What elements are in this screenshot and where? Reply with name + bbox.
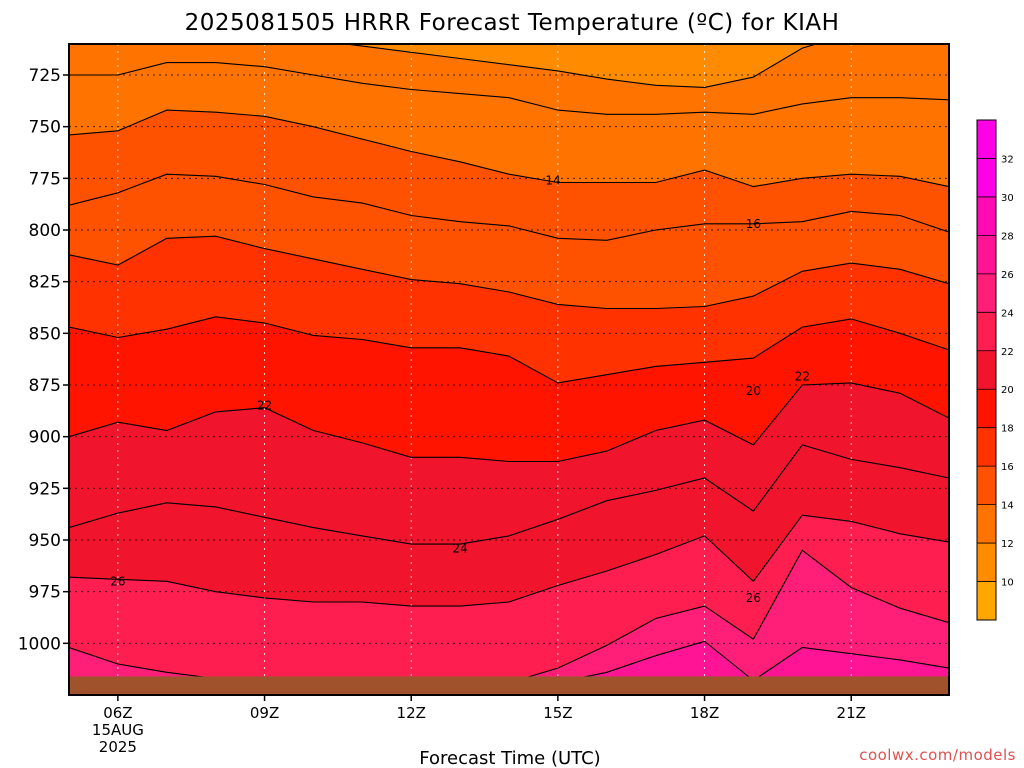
x-tick-label: 12Z bbox=[397, 704, 426, 722]
contour-line-15 bbox=[69, 109, 949, 188]
contour-field: 14 16 20 22 22 24 26 26 bbox=[69, 44, 949, 695]
colorbar: 10 12 14 16 18 20 22 24 26 28 30 32 bbox=[976, 119, 1014, 621]
colorbar-segment bbox=[977, 196, 996, 236]
contour-label: 22 bbox=[795, 370, 810, 384]
colorbar-tick-label: 16 bbox=[1001, 462, 1014, 473]
contour-label: 26 bbox=[110, 574, 125, 588]
colorbar-tick-label: 18 bbox=[1001, 424, 1014, 435]
colorbar-segment bbox=[977, 120, 996, 159]
x-tick-label: 15Z bbox=[543, 704, 572, 722]
colorbar-segment bbox=[977, 389, 996, 428]
contour-label: 26 bbox=[746, 591, 761, 605]
y-tick-label: 725 bbox=[29, 66, 61, 86]
colorbar-segment bbox=[977, 273, 996, 313]
x-tick-label: 2025 bbox=[99, 738, 137, 756]
colorbar-tick-label: 26 bbox=[1001, 270, 1014, 281]
y-tick-label: 950 bbox=[29, 531, 61, 551]
contour-line-20 bbox=[69, 316, 949, 384]
contour-line-22 bbox=[69, 444, 949, 545]
plot-frame bbox=[68, 43, 950, 696]
colorbar-segment bbox=[977, 235, 996, 274]
colorbar-tick-label: 14 bbox=[1001, 501, 1014, 512]
y-tick-label: 775 bbox=[29, 169, 61, 189]
y-tick-label: 800 bbox=[29, 221, 61, 241]
y-tick-label: 825 bbox=[29, 273, 61, 293]
x-axis-label: Forecast Time (UTC) bbox=[419, 748, 600, 768]
y-tick-label: 925 bbox=[29, 479, 61, 499]
colorbar-segment bbox=[977, 158, 996, 197]
colorbar-segment bbox=[977, 466, 996, 505]
colorbar-tick-label: 24 bbox=[1001, 308, 1014, 319]
x-tick-label: 15AUG bbox=[92, 721, 144, 739]
y-tick-label: 750 bbox=[29, 118, 61, 138]
x-tick-label: 21Z bbox=[837, 704, 866, 722]
contour-line-14 bbox=[69, 62, 949, 115]
colorbar-tick-label: 22 bbox=[1001, 347, 1014, 358]
ground bbox=[69, 676, 949, 695]
contour-label: 16 bbox=[746, 217, 761, 231]
contour-line-21 bbox=[69, 382, 949, 463]
x-tick-label: 09Z bbox=[250, 704, 279, 722]
colorbar-tick-label: 30 bbox=[1001, 193, 1014, 204]
x-tick-label: 18Z bbox=[690, 704, 719, 722]
colorbar-segment bbox=[977, 543, 996, 582]
y-tick-label: 975 bbox=[29, 583, 61, 603]
colorbar-segment bbox=[977, 350, 996, 390]
colorbar-tick-label: 32 bbox=[1001, 154, 1014, 165]
colorbar-segment bbox=[977, 427, 996, 467]
contour-line-24 bbox=[69, 514, 949, 607]
x-tick-label: 06Z bbox=[103, 704, 132, 722]
y-tick-label: 1000 bbox=[18, 634, 61, 654]
chart-title: 2025081505 HRRR Forecast Temperature (ºC… bbox=[185, 10, 840, 36]
colorbar-tick-label: 28 bbox=[1001, 231, 1014, 242]
contour-line-13 bbox=[341, 44, 819, 88]
colorbar-tick-label: 10 bbox=[1001, 578, 1014, 589]
colorbar-segment bbox=[977, 504, 996, 544]
plot-area: 14 16 20 22 22 24 26 26 725 750 775 800 825 850 875 900… bbox=[18, 43, 950, 756]
y-tick-label: 900 bbox=[29, 428, 61, 448]
credit-link[interactable]: coolwx.com/models bbox=[859, 746, 1016, 764]
colorbar-tick-label: 12 bbox=[1001, 539, 1014, 550]
colorbar-tick-label: 20 bbox=[1001, 385, 1014, 396]
contour-label: 14 bbox=[545, 173, 560, 187]
contour-line-16 bbox=[69, 173, 949, 241]
y-tick-label: 850 bbox=[29, 324, 61, 344]
colorbar-frame bbox=[976, 119, 997, 621]
contour-label: 22 bbox=[257, 399, 272, 413]
colorbar-segment bbox=[977, 581, 996, 620]
band-26 bbox=[69, 550, 949, 695]
contour-label: 20 bbox=[746, 384, 761, 398]
contour-line-18 bbox=[69, 235, 949, 310]
contour-label: 24 bbox=[452, 541, 467, 555]
colorbar-segment bbox=[977, 312, 996, 351]
y-tick-label: 875 bbox=[29, 376, 61, 396]
